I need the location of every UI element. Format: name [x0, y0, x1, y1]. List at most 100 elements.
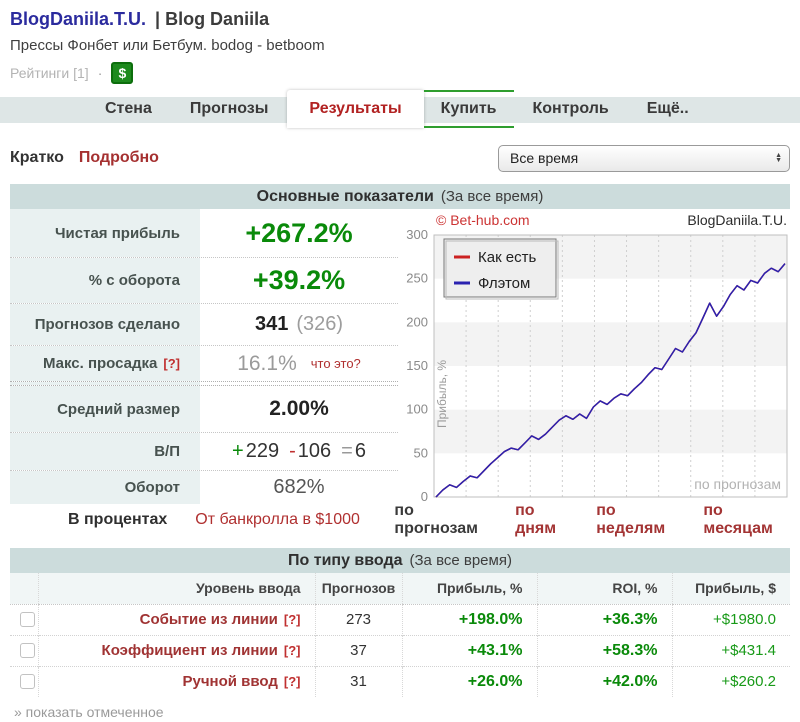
stat-value-predictions: 341	[254, 313, 289, 335]
table-row: Событие из линии [?] 273 +198.0% +36.3% +…	[10, 603, 790, 635]
profit-chart: 0 50 100 150 200 250 300 Прибыль, % © Bet-hub.co…	[400, 209, 790, 504]
profit-usd-value: +$1980.0	[671, 603, 790, 635]
stat-row-win-loss: В/П +229-106 = 6	[10, 432, 398, 470]
tab-predictions[interactable]: Прогнозы	[189, 100, 269, 117]
stats-divider	[10, 381, 398, 386]
dollar-icon[interactable]: $	[111, 62, 134, 84]
drawdown-help-link[interactable]: [?]	[163, 356, 180, 371]
select-arrows-icon: ▲ ▼	[775, 151, 782, 164]
profit-usd-value: +$260.2	[671, 665, 790, 697]
table-row: Ручной ввод [?] 31 +26.0% +42.0% +$260.2	[10, 665, 790, 697]
row-checkbox[interactable]	[19, 674, 35, 690]
stat-row-turnover-pct: % с оборота +39.2%	[10, 257, 398, 303]
stat-value-avg-size: 2.00%	[269, 397, 329, 420]
ratings-link[interactable]: Рейтинги [1]	[10, 65, 89, 81]
col-header-count: Прогнозов	[314, 573, 402, 605]
col-header-profit-pct: Прибыль, %	[401, 573, 537, 605]
stat-row-avg-size: Средний размер 2.00%	[10, 386, 398, 432]
main-section-header: Основные показатели (За все время)	[10, 184, 790, 209]
tab-buy[interactable]: Купить	[423, 90, 514, 128]
roi-value: +58.3%	[536, 634, 672, 666]
chart-link-by-predictions[interactable]: по прогнозам	[394, 502, 478, 537]
stat-value-win-loss: +229-106 = 6	[232, 440, 366, 462]
view-detailed-link[interactable]: Подробно	[78, 149, 159, 166]
svg-text:Прибыль, %: Прибыль, %	[435, 360, 449, 428]
profit-pct-value: +198.0%	[401, 603, 537, 635]
under-stats-row: В процентах От банкролла в $1000 по прог…	[10, 502, 790, 537]
stat-label: Макс. просадка	[42, 355, 158, 372]
view-controls: Кратко Подробно Все время ▲ ▼	[10, 144, 790, 172]
view-brief-link[interactable]: Кратко	[10, 149, 64, 166]
stat-row-turnover: Оборот 682%	[10, 470, 398, 504]
table-row: Коэффициент из линии [?] 37 +43.1% +58.3%…	[10, 634, 790, 666]
main-section-title: Основные показатели	[256, 187, 434, 205]
level-help-link[interactable]: [?]	[283, 612, 301, 627]
bankroll-link[interactable]: От банкролла в $1000	[195, 511, 360, 528]
stat-value-turnover-pct: +39.2%	[252, 265, 346, 295]
type-section-title: По типу ввода	[288, 551, 403, 569]
percent-mode-label: В процентах	[68, 511, 168, 528]
level-link[interactable]: Ручной ввод	[182, 673, 278, 691]
svg-text:© Bet-hub.com: © Bet-hub.com	[436, 212, 530, 228]
stat-label: Прогнозов сделано	[10, 304, 200, 345]
chart-link-by-weeks[interactable]: по неделям	[596, 502, 666, 537]
stat-label: В/П	[10, 433, 200, 470]
what-is-it-link[interactable]: что это?	[310, 356, 361, 371]
profit-usd-value: +$431.4	[671, 634, 790, 666]
stat-value-predictions-secondary: (326)	[296, 313, 344, 335]
row-checkbox[interactable]	[19, 642, 35, 658]
profit-chart-svg: 0 50 100 150 200 250 300 Прибыль, % © Bet-hub.co…	[406, 212, 788, 504]
stat-label: Чистая прибыль	[10, 209, 200, 257]
col-header-level: Уровень ввода	[37, 573, 315, 605]
tab-more[interactable]: Ещё..	[646, 100, 689, 117]
svg-text:50: 50	[414, 445, 428, 460]
tab-bar: Стена Прогнозы Результаты Купить Контрол…	[0, 90, 800, 128]
main-stats-area: Чистая прибыль +267.2% % с оборота +39.2…	[10, 209, 790, 504]
profile-title-suffix: | Blog Daniila	[155, 9, 270, 29]
chart-link-by-months[interactable]: по месяцам	[703, 502, 773, 537]
level-link[interactable]: Событие из линии	[139, 611, 278, 628]
stat-row-drawdown: Макс. просадка [?] 16.1% что это?	[10, 345, 398, 381]
svg-text:200: 200	[406, 314, 428, 329]
count-value: 31	[314, 665, 402, 697]
stat-value-net-profit: +267.2%	[245, 217, 353, 248]
ratings-row: Рейтинги [1] · $	[10, 62, 790, 84]
stat-value-turnover: 682%	[273, 476, 325, 498]
dot-separator: ·	[97, 65, 103, 81]
col-header-roi: ROI, %	[536, 573, 672, 605]
page-title: BlogDaniila.T.U. | Blog Daniila	[10, 9, 790, 30]
stat-label: Оборот	[10, 471, 200, 504]
chart-link-by-days[interactable]: по дням	[515, 502, 557, 537]
stat-row-predictions: Прогнозов сделано 341 (326)	[10, 303, 398, 345]
show-marked-link[interactable]: » показать отмеченное	[14, 704, 164, 720]
svg-text:250: 250	[406, 271, 428, 286]
stats-table: Чистая прибыль +267.2% % с оборота +39.2…	[10, 209, 398, 504]
svg-text:по прогнозам: по прогнозам	[694, 476, 781, 492]
period-select-value: Все время	[510, 150, 579, 166]
type-table-header-row: Уровень ввода Прогнозов Прибыль, % ROI, …	[10, 573, 790, 605]
tab-wall[interactable]: Стена	[105, 100, 152, 117]
stat-value-drawdown: 16.1%	[237, 351, 297, 375]
profile-name-link[interactable]: BlogDaniila.T.U.	[10, 9, 147, 29]
svg-text:BlogDaniila.T.U.: BlogDaniila.T.U.	[687, 212, 787, 228]
stat-label: % с оборота	[10, 258, 200, 303]
count-value: 273	[314, 603, 402, 635]
level-link[interactable]: Коэффициент из линии	[101, 642, 278, 659]
tab-control[interactable]: Контроль	[532, 100, 609, 117]
stat-row-net-profit: Чистая прибыль +267.2%	[10, 209, 398, 257]
type-section-period: (За все время)	[409, 552, 512, 569]
period-select[interactable]: Все время ▲ ▼	[498, 144, 790, 172]
row-checkbox[interactable]	[19, 611, 35, 627]
level-help-link[interactable]: [?]	[283, 643, 301, 658]
stat-label: Средний размер	[10, 386, 200, 432]
svg-text:Как есть: Как есть	[478, 249, 537, 266]
level-help-link[interactable]: [?]	[283, 674, 301, 690]
roi-value: +42.0%	[536, 665, 672, 697]
tab-results[interactable]: Результаты	[287, 90, 424, 128]
type-section-header: По типу ввода (За все время)	[10, 548, 790, 573]
svg-text:150: 150	[406, 358, 428, 373]
profile-subtitle: Прессы Фонбет или Бетбум. bodog - betboo…	[10, 37, 325, 54]
main-section-period: (За все время)	[440, 188, 544, 205]
profit-pct-value: +43.1%	[401, 634, 537, 666]
